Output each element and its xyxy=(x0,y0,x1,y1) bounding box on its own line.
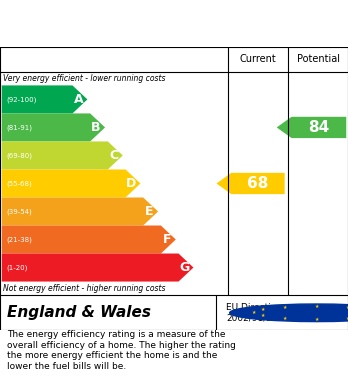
Text: ★: ★ xyxy=(260,314,264,318)
Text: (39-54): (39-54) xyxy=(6,208,32,215)
Polygon shape xyxy=(216,173,285,194)
Text: ★: ★ xyxy=(315,304,319,309)
Text: Not energy efficient - higher running costs: Not energy efficient - higher running co… xyxy=(3,284,166,293)
Polygon shape xyxy=(2,85,87,113)
Text: ★: ★ xyxy=(283,305,287,310)
Text: B: B xyxy=(92,121,101,134)
Circle shape xyxy=(230,304,348,321)
Text: Energy Efficiency Rating: Energy Efficiency Rating xyxy=(50,14,298,32)
Polygon shape xyxy=(277,117,346,138)
Text: (81-91): (81-91) xyxy=(6,124,32,131)
Text: ★: ★ xyxy=(252,310,256,315)
Text: ★: ★ xyxy=(260,307,264,312)
Text: ★: ★ xyxy=(346,305,348,310)
Text: (55-68): (55-68) xyxy=(6,180,32,187)
Polygon shape xyxy=(2,169,140,197)
Polygon shape xyxy=(2,142,123,169)
Text: (1-20): (1-20) xyxy=(6,264,27,271)
Text: ★: ★ xyxy=(283,316,287,321)
Text: England & Wales: England & Wales xyxy=(7,305,151,320)
Text: 84: 84 xyxy=(308,120,330,135)
Text: D: D xyxy=(126,177,136,190)
Text: 68: 68 xyxy=(247,176,269,191)
Text: C: C xyxy=(109,149,118,162)
Text: ★: ★ xyxy=(346,316,348,321)
Polygon shape xyxy=(2,113,105,142)
Text: ★: ★ xyxy=(315,317,319,322)
Text: A: A xyxy=(74,93,83,106)
Text: Potential: Potential xyxy=(296,54,340,65)
Text: (21-38): (21-38) xyxy=(6,236,32,243)
Text: G: G xyxy=(179,261,190,274)
Polygon shape xyxy=(2,197,158,226)
Text: E: E xyxy=(145,205,153,218)
Polygon shape xyxy=(2,253,193,282)
Polygon shape xyxy=(2,226,176,253)
Text: Very energy efficient - lower running costs: Very energy efficient - lower running co… xyxy=(3,74,166,83)
Text: (69-80): (69-80) xyxy=(6,152,32,159)
Text: F: F xyxy=(163,233,171,246)
Text: Current: Current xyxy=(240,54,276,65)
Text: The energy efficiency rating is a measure of the
overall efficiency of a home. T: The energy efficiency rating is a measur… xyxy=(7,330,236,371)
Text: (92-100): (92-100) xyxy=(6,96,36,103)
Text: EU Directive
2002/91/EC: EU Directive 2002/91/EC xyxy=(226,303,282,323)
